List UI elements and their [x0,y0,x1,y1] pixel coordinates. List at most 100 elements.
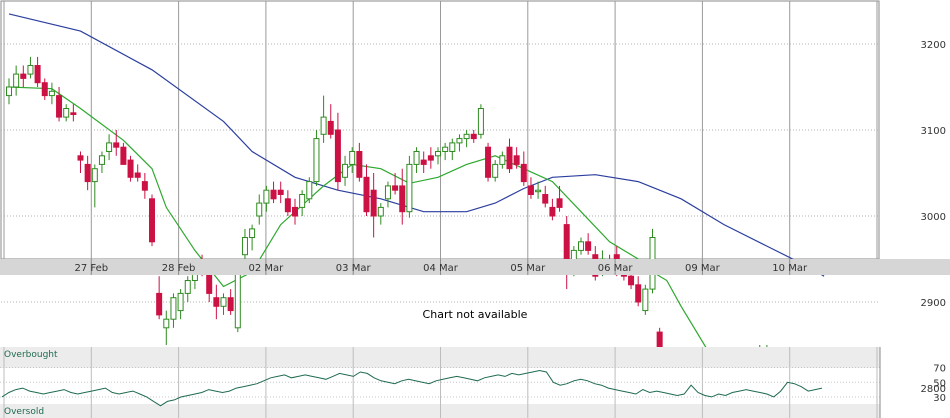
candle-body [420,159,427,165]
candle-body [277,189,284,195]
candle-body [84,163,91,183]
oversold-label: Oversold [4,407,44,417]
candle-body [556,198,563,208]
candle [213,284,220,320]
candle-body [77,155,84,161]
candle [442,142,449,161]
candle-body [542,194,549,204]
candle [41,78,48,100]
candle-body [184,280,191,294]
candle [313,130,320,186]
candle-body [91,168,98,183]
candle-body [320,116,327,135]
candle-body [334,129,341,183]
candle-body [120,146,127,165]
candle [256,194,263,225]
candle-body [399,185,406,213]
candle [556,185,563,212]
candle-body [463,133,470,140]
candle [177,289,184,320]
candle [370,173,377,238]
candle [327,104,334,139]
candle [48,82,55,105]
candle-body [628,275,635,286]
candle [356,142,363,182]
candle [270,181,277,204]
candle-body [535,189,542,193]
candle [535,181,542,199]
candle-body [256,202,263,217]
candle [20,65,27,87]
candle [420,151,427,173]
candle [277,181,284,204]
candle [320,95,327,143]
candle [63,104,70,122]
candle-body [149,198,155,243]
candle [241,228,248,264]
candle-body [134,172,141,178]
ma-short-line [8,86,825,402]
price-y-axis: 2800 2900 3000 3100 3200 [921,40,946,395]
candle [413,147,420,173]
candle-body [41,82,48,97]
candle-body [363,176,370,213]
price-y-tick-label: 2800 [921,384,946,395]
candle [463,130,470,148]
candle-body [48,90,55,97]
candle [342,155,349,186]
candle [642,284,649,315]
candle-body [27,65,34,75]
candle-body [435,151,441,157]
candle [449,138,456,161]
candle [406,155,413,218]
candle-body [549,206,556,217]
candle [563,216,570,290]
candle [170,293,177,328]
oscillator-line [1,369,823,407]
candle-body [313,138,320,183]
candle-body [506,146,513,170]
candle-body [477,108,484,135]
candle-body [370,189,377,217]
candle-body [177,292,184,312]
candle [6,78,12,105]
x-tick-label: 06 Mar [598,263,634,274]
price-y-tick-label: 3100 [921,126,946,137]
candle [249,224,256,251]
candle-body [220,297,227,307]
candle-body [127,159,134,178]
price-y-tick-label: 2900 [921,298,946,309]
candle-body [249,228,256,238]
candle-body [163,318,170,329]
candle [485,142,492,182]
candle-body [227,297,234,312]
candle [377,203,384,225]
candle-body [442,146,449,152]
candle-body [292,206,298,217]
moving-average-long [8,13,825,277]
candle [492,160,499,182]
candle [120,142,127,165]
candle-body [306,181,313,200]
candle [113,130,120,156]
candle-body [98,155,105,165]
candle-body [13,73,20,88]
candle [392,173,399,195]
candle-body [20,73,27,79]
candle [13,65,20,96]
x-tick-label: 04 Mar [423,263,459,274]
oscillator-panel: Overbought Oversold 30 50 70 [0,347,946,418]
candle [549,198,556,221]
candle [292,198,298,225]
candle-body [585,241,592,251]
ma-long-line [8,13,825,277]
candle [34,56,41,87]
candle [334,112,341,191]
oscillator-y-tick-label: 50 [933,378,946,389]
x-axis-band [0,259,950,275]
oscillator-y-axis: 30 50 70 [933,364,946,404]
candle [506,138,513,173]
candle-body [635,284,642,303]
candle-body [327,120,334,135]
